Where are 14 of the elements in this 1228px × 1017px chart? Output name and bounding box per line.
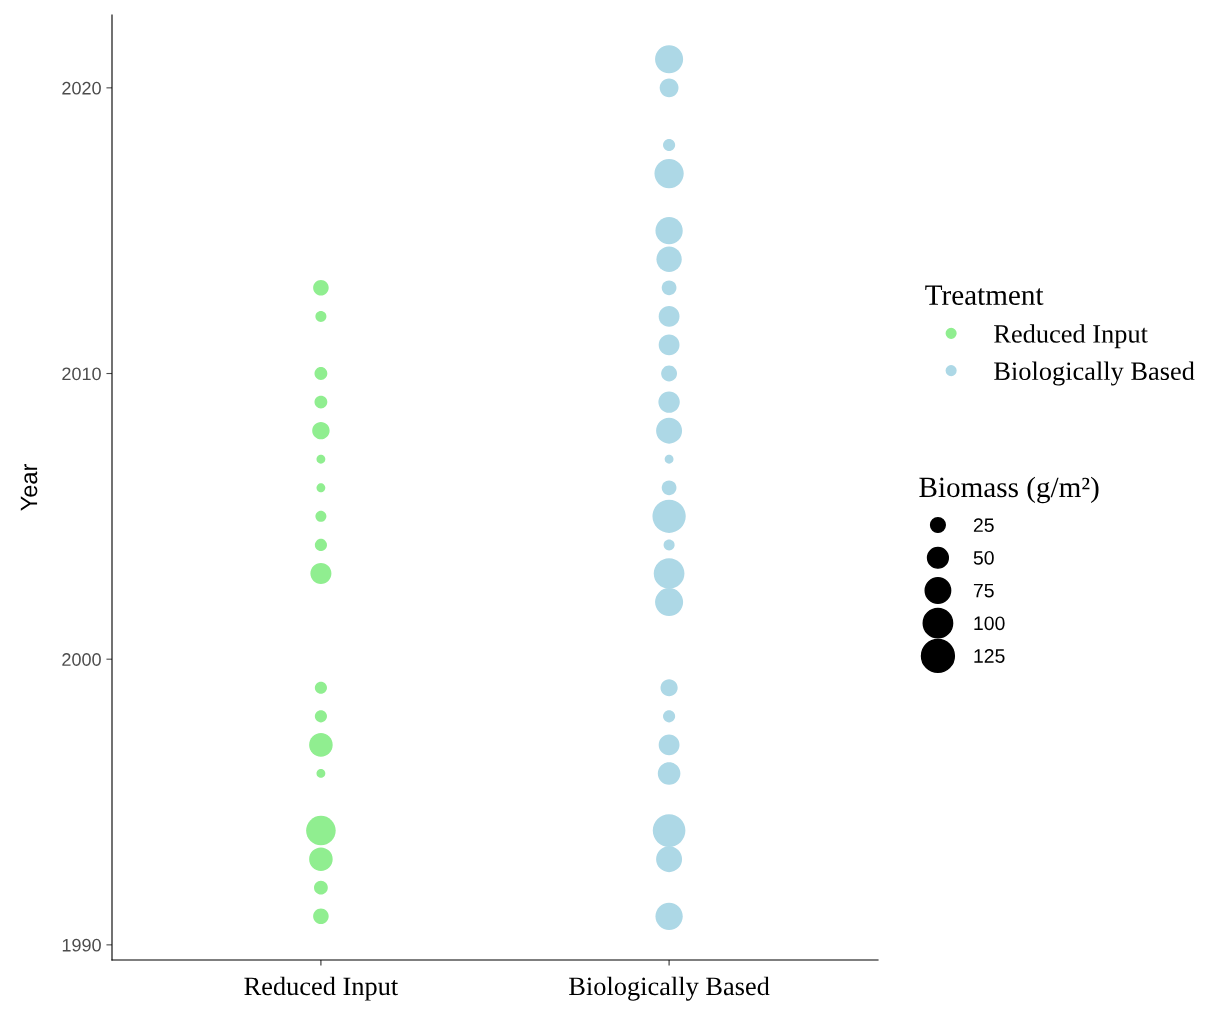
legend-label: 75 <box>973 583 994 598</box>
legend-label: Biologically Based <box>994 361 1195 386</box>
legend-label: Reduced Input <box>994 324 1148 349</box>
text: Biomass (g/m²) <box>919 476 1099 504</box>
legend-label: 100 <box>974 616 1005 631</box>
y-tick-label: 2010 <box>62 367 101 381</box>
legend-label: 125 <box>974 649 1005 663</box>
y-tick-label: 2000 <box>62 653 101 666</box>
legend-label: 50 <box>973 550 994 565</box>
y-axis-title: Year <box>20 464 38 511</box>
legend-label: 25 <box>973 518 994 533</box>
legend-title: Treatment <box>925 285 1044 305</box>
y-tick-label: 2020 <box>62 81 101 95</box>
y-tick-label: 1990 <box>62 938 101 952</box>
